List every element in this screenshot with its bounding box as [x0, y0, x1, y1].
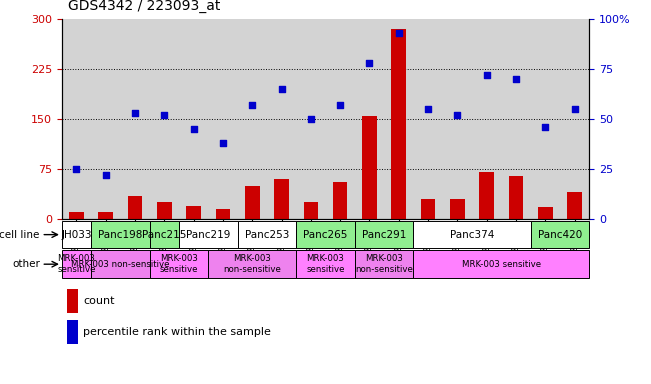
Bar: [391, 29, 406, 219]
Bar: [215, 209, 230, 219]
Point: [452, 112, 462, 118]
Point: [423, 106, 434, 112]
Text: MRK-003
sensitive: MRK-003 sensitive: [306, 255, 345, 274]
Bar: [67, 289, 78, 313]
Bar: [62, 250, 91, 278]
Text: Panc265: Panc265: [303, 230, 348, 240]
Point: [247, 102, 257, 108]
Bar: [274, 179, 289, 219]
Bar: [67, 320, 78, 344]
Bar: [91, 250, 150, 278]
Bar: [362, 116, 377, 219]
Text: cell line: cell line: [0, 230, 40, 240]
Bar: [128, 195, 143, 219]
Text: MRK-003 non-sensitive: MRK-003 non-sensitive: [71, 260, 170, 269]
Bar: [62, 221, 91, 248]
Text: MRK-003
sensitive: MRK-003 sensitive: [57, 255, 96, 274]
Point: [364, 60, 374, 66]
Text: other: other: [12, 259, 40, 269]
Bar: [450, 199, 465, 219]
Bar: [157, 202, 172, 219]
Text: Panc219: Panc219: [186, 230, 230, 240]
Bar: [479, 172, 494, 219]
Bar: [238, 221, 296, 248]
Point: [305, 116, 316, 122]
Point: [540, 124, 550, 130]
Point: [481, 72, 492, 78]
Bar: [179, 221, 238, 248]
Bar: [98, 212, 113, 219]
Bar: [508, 175, 523, 219]
Point: [71, 166, 82, 172]
Text: Panc215: Panc215: [142, 230, 187, 240]
Point: [188, 126, 199, 132]
Text: GDS4342 / 223093_at: GDS4342 / 223093_at: [68, 0, 221, 13]
Bar: [296, 250, 355, 278]
Text: MRK-003
sensitive: MRK-003 sensitive: [159, 255, 199, 274]
Text: MRK-003
non-sensitive: MRK-003 non-sensitive: [223, 255, 281, 274]
Point: [217, 140, 228, 146]
Bar: [355, 221, 413, 248]
Bar: [333, 182, 348, 219]
Bar: [296, 221, 355, 248]
Text: Panc291: Panc291: [362, 230, 406, 240]
Text: Panc253: Panc253: [245, 230, 289, 240]
Point: [276, 86, 286, 92]
Bar: [303, 202, 318, 219]
Point: [335, 102, 345, 108]
Bar: [355, 250, 413, 278]
Bar: [69, 212, 84, 219]
Point: [100, 172, 111, 178]
Text: MRK-003 sensitive: MRK-003 sensitive: [462, 260, 541, 269]
Bar: [421, 199, 436, 219]
Text: count: count: [83, 296, 115, 306]
Point: [510, 76, 521, 82]
Bar: [413, 221, 531, 248]
Text: Panc420: Panc420: [538, 230, 582, 240]
Text: MRK-003
non-sensitive: MRK-003 non-sensitive: [355, 255, 413, 274]
Bar: [413, 250, 589, 278]
Point: [130, 110, 140, 116]
Bar: [150, 250, 208, 278]
Bar: [150, 221, 179, 248]
Text: Panc198: Panc198: [98, 230, 143, 240]
Bar: [208, 250, 296, 278]
Bar: [531, 221, 589, 248]
Bar: [91, 221, 150, 248]
Point: [159, 112, 169, 118]
Bar: [245, 185, 260, 219]
Bar: [567, 192, 582, 219]
Bar: [186, 205, 201, 219]
Bar: [538, 207, 553, 219]
Point: [393, 30, 404, 36]
Point: [569, 106, 579, 112]
Text: percentile rank within the sample: percentile rank within the sample: [83, 327, 271, 337]
Text: JH033: JH033: [61, 230, 92, 240]
Text: Panc374: Panc374: [450, 230, 494, 240]
